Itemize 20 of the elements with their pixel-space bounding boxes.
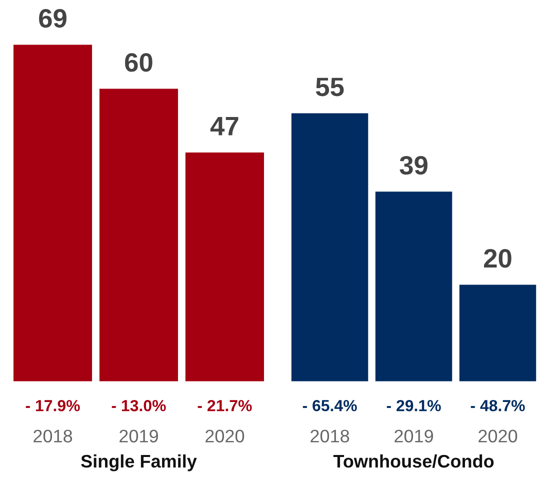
x-tick-label: 2020 <box>478 430 518 442</box>
text: - 29.1% <box>386 400 441 412</box>
x-tick-label: 2019 <box>120 430 158 442</box>
x-tick-label: 2018 <box>310 430 350 442</box>
text: - 65.4% <box>302 400 357 412</box>
data-label: 60 <box>125 53 152 72</box>
data-label: 55 <box>316 78 344 96</box>
text: - 48.7% <box>470 400 525 412</box>
x-tick-label: 2020 <box>206 430 244 442</box>
text: - 21.7% <box>198 400 252 412</box>
text: - 13.0% <box>112 400 166 412</box>
text: - 17.9% <box>26 400 80 412</box>
x-axis-title: Townhouse/Condo <box>333 454 494 468</box>
data-label: 69 <box>39 9 66 28</box>
x-tick-label: 2019 <box>394 430 433 442</box>
x-tick-label: 2018 <box>34 430 72 442</box>
data-label: 20 <box>484 249 512 268</box>
data-label: 47 <box>210 117 238 136</box>
data-label: 39 <box>400 156 428 175</box>
x-axis-title: Single Family <box>81 454 197 472</box>
